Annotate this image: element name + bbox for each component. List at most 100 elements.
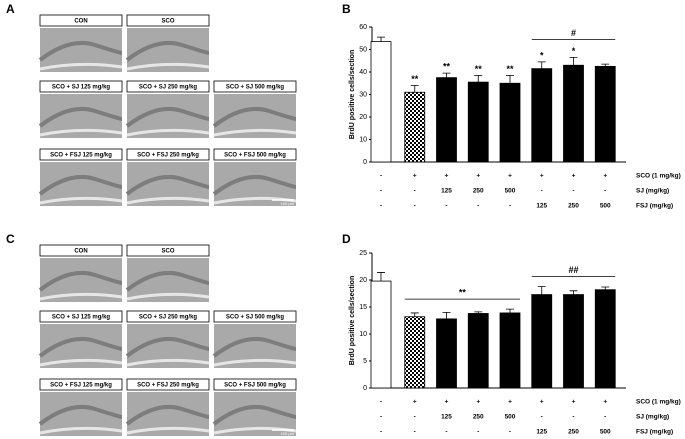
table-cell: +: [413, 173, 417, 180]
image-label: SCO + FSJ 125 mg/kg: [50, 153, 112, 159]
y-tick-label: 40: [359, 69, 367, 76]
image-label: SCO + FSJ 250 mg/kg: [137, 153, 199, 159]
tissue-edge: [213, 358, 297, 367]
tissue-edge: [39, 426, 123, 435]
table-cell: -: [604, 188, 606, 195]
table-cell: +: [572, 173, 576, 180]
y-tick-label: 0: [363, 159, 367, 166]
significance: **: [506, 64, 514, 74]
image-label: SCO + SJ 125 mg/kg: [52, 85, 111, 91]
tissue-band: [125, 270, 210, 292]
table-cell: 500: [505, 188, 516, 195]
bar: [436, 77, 457, 163]
table-cell: -: [604, 414, 606, 421]
table-cell: 500: [600, 429, 611, 436]
error-bar: [442, 312, 451, 319]
bar: [499, 312, 521, 389]
image-label: SCO + FSJ 125 mg/kg: [50, 383, 112, 389]
table-cell: 125: [536, 429, 547, 436]
bar: [404, 316, 426, 389]
table-cell: 250: [568, 429, 579, 436]
table-cell: -: [380, 399, 382, 406]
panel-label: C: [6, 232, 15, 246]
table-cell: +: [572, 399, 576, 406]
table-cell: 500: [505, 414, 516, 421]
tissue-edge: [126, 358, 210, 367]
table-cell: -: [445, 429, 447, 436]
label-box: [126, 244, 210, 257]
significance: *: [572, 46, 576, 56]
table-cell: -: [380, 429, 382, 436]
table-cell: -: [380, 188, 382, 195]
tissue-edge: [213, 128, 297, 137]
label-box: [126, 310, 210, 323]
image-label: SCO + FSJ 500 mg/kg: [224, 153, 286, 159]
bar: [531, 68, 553, 163]
label-box: [126, 378, 210, 391]
table-cell: 125: [441, 414, 452, 421]
y-tick-label: 5: [363, 358, 367, 365]
tissue-band: [125, 404, 210, 426]
tissue-edge: [126, 128, 210, 137]
table-cell: 250: [473, 414, 484, 421]
error-bar: [377, 36, 385, 42]
row-label: SJ (mg/kg): [636, 188, 669, 195]
tissue-edge: [39, 292, 123, 301]
tissue-band: [38, 336, 123, 358]
label-box: [39, 14, 123, 27]
table-cell: 125: [441, 188, 452, 195]
table-cell: +: [508, 399, 512, 406]
y-tick-label: 50: [359, 46, 367, 53]
label-box: [213, 310, 297, 323]
label-box: [213, 148, 297, 161]
row-label: SCO (1 mg/kg): [636, 173, 681, 180]
error-bar: [537, 61, 546, 69]
tissue-edge: [39, 196, 123, 205]
table-cell: -: [541, 414, 543, 421]
y-tick-label: 10: [359, 136, 367, 143]
label-box: [39, 378, 123, 391]
tissue-band: [38, 106, 123, 128]
significance: **: [411, 74, 419, 84]
tissue-edge: [39, 128, 123, 137]
table-cell: 250: [473, 188, 484, 195]
table-cell: -: [445, 203, 447, 210]
tissue-band: [38, 174, 123, 196]
tissue-edge: [126, 196, 210, 205]
bar: [467, 313, 489, 389]
y-tick-label: 10: [359, 331, 367, 338]
y-tick-label: 20: [359, 114, 367, 121]
error-bar: [442, 72, 451, 78]
table-cell: -: [572, 414, 574, 421]
table-cell: 125: [536, 203, 547, 210]
table-cell: -: [380, 203, 382, 210]
significance: *: [540, 50, 544, 60]
bar: [370, 280, 392, 389]
tissue-edge: [126, 292, 210, 301]
image-label: SCO + FSJ 250 mg/kg: [137, 383, 199, 389]
error-bar: [474, 74, 483, 83]
y-tick-label: 20: [359, 277, 367, 284]
bar: [531, 294, 553, 389]
panel-label: A: [6, 2, 15, 16]
image-label: SCO + SJ 500 mg/kg: [226, 85, 285, 91]
error-bar: [601, 286, 610, 290]
error-bar: [377, 272, 385, 282]
tissue-band: [125, 174, 210, 196]
error-bar: [506, 308, 514, 313]
bar: [594, 289, 616, 389]
tissue-edge: [39, 358, 123, 367]
label-box: [39, 310, 123, 323]
bar: [499, 82, 521, 163]
tissue-band: [212, 404, 297, 426]
table-cell: +: [476, 399, 480, 406]
error-bar: [410, 312, 419, 317]
tissue-band: [125, 336, 210, 358]
bar: [370, 41, 392, 163]
table-cell: +: [540, 399, 544, 406]
table-cell: 250: [568, 203, 579, 210]
tissue-band: [212, 106, 297, 128]
image-label: SCO + SJ 250 mg/kg: [139, 315, 198, 321]
table-cell: -: [380, 173, 382, 180]
